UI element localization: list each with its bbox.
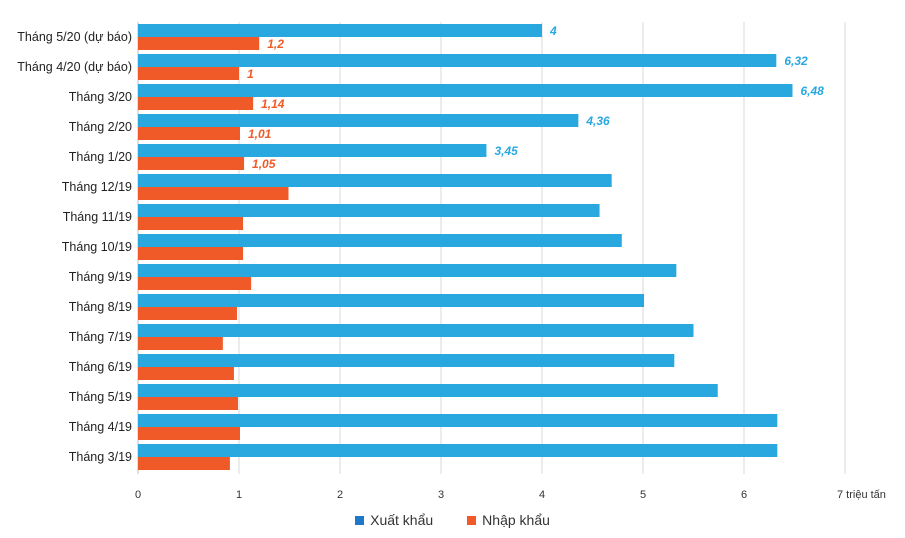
- data-label-import: 1,2: [267, 37, 284, 51]
- bar-export: [138, 144, 487, 157]
- legend-label-export: Xuất khẩu: [370, 512, 434, 528]
- bar-export: [138, 354, 675, 367]
- category-label: Tháng 11/19: [63, 210, 132, 224]
- bar-import: [138, 337, 223, 350]
- category-label: Tháng 4/20 (dự báo): [17, 60, 132, 74]
- legend-item-export: Xuất khẩu: [355, 512, 433, 528]
- bar-export: [138, 384, 718, 397]
- bar-export: [138, 294, 645, 307]
- legend-label-import: Nhập khẩu: [482, 512, 550, 528]
- data-label-import: 1,14: [261, 97, 285, 111]
- bar-import: [138, 157, 245, 170]
- category-label: Tháng 5/19: [69, 390, 132, 404]
- legend: Xuất khẩu Nhập khẩu: [0, 512, 905, 528]
- x-tick-label: 6: [741, 489, 747, 501]
- category-label: Tháng 1/20: [69, 150, 132, 164]
- x-tick-label: 4: [539, 489, 545, 501]
- category-label: Tháng 4/19: [69, 420, 132, 434]
- bar-export: [138, 324, 694, 337]
- bar-export: [138, 204, 600, 217]
- bar-export: [138, 54, 777, 67]
- bar-import: [138, 217, 244, 230]
- category-label: Tháng 12/19: [62, 180, 132, 194]
- category-label: Tháng 6/19: [69, 360, 132, 374]
- bar-export: [138, 84, 793, 97]
- bar-export: [138, 174, 612, 187]
- bar-import: [138, 37, 260, 50]
- bar-export: [138, 114, 579, 127]
- bar-import: [138, 277, 252, 290]
- bar-import: [138, 427, 241, 440]
- data-label-export: 4,36: [585, 114, 610, 128]
- data-label-import: 1: [247, 67, 254, 81]
- bar-import: [138, 457, 230, 470]
- bar-export: [138, 444, 778, 457]
- category-label: Tháng 9/19: [69, 270, 132, 284]
- category-label: Tháng 10/19: [62, 240, 132, 254]
- legend-swatch-export: [355, 515, 365, 525]
- x-tick-label: 0: [135, 489, 141, 501]
- bar-export: [138, 264, 677, 277]
- data-label-import: 1,01: [248, 127, 272, 141]
- category-label: Tháng 7/19: [69, 330, 132, 344]
- bar-import: [138, 397, 238, 410]
- category-label: Tháng 8/19: [69, 300, 132, 314]
- data-label-export: 6,32: [784, 54, 808, 68]
- bar-import: [138, 247, 244, 260]
- bar-export: [138, 234, 622, 247]
- data-label-export: 6,48: [800, 84, 824, 98]
- bar-import: [138, 97, 254, 110]
- bar-import: [138, 67, 239, 80]
- bar-export: [138, 24, 542, 37]
- category-label: Tháng 2/20: [69, 120, 132, 134]
- bar-import: [138, 307, 237, 320]
- x-tick-label: 3: [438, 489, 444, 501]
- bar-import: [138, 127, 241, 140]
- x-tick-label: 1: [236, 489, 242, 501]
- category-label: Tháng 5/20 (dự báo): [17, 30, 132, 44]
- x-tick-label: 2: [337, 489, 343, 501]
- data-label-export: 3,45: [494, 144, 518, 158]
- bar-import: [138, 187, 289, 200]
- category-label: Tháng 3/19: [69, 450, 132, 464]
- x-tick-label: 5: [640, 489, 646, 501]
- bar-import: [138, 367, 234, 380]
- category-label: Tháng 3/20: [69, 90, 132, 104]
- data-label-export: 4: [549, 24, 557, 38]
- bar-export: [138, 414, 778, 427]
- x-tick-label: 7 triệu tấn: [837, 489, 886, 501]
- data-label-import: 1,05: [252, 157, 276, 171]
- legend-swatch-import: [467, 515, 477, 525]
- legend-item-import: Nhập khẩu: [467, 512, 550, 528]
